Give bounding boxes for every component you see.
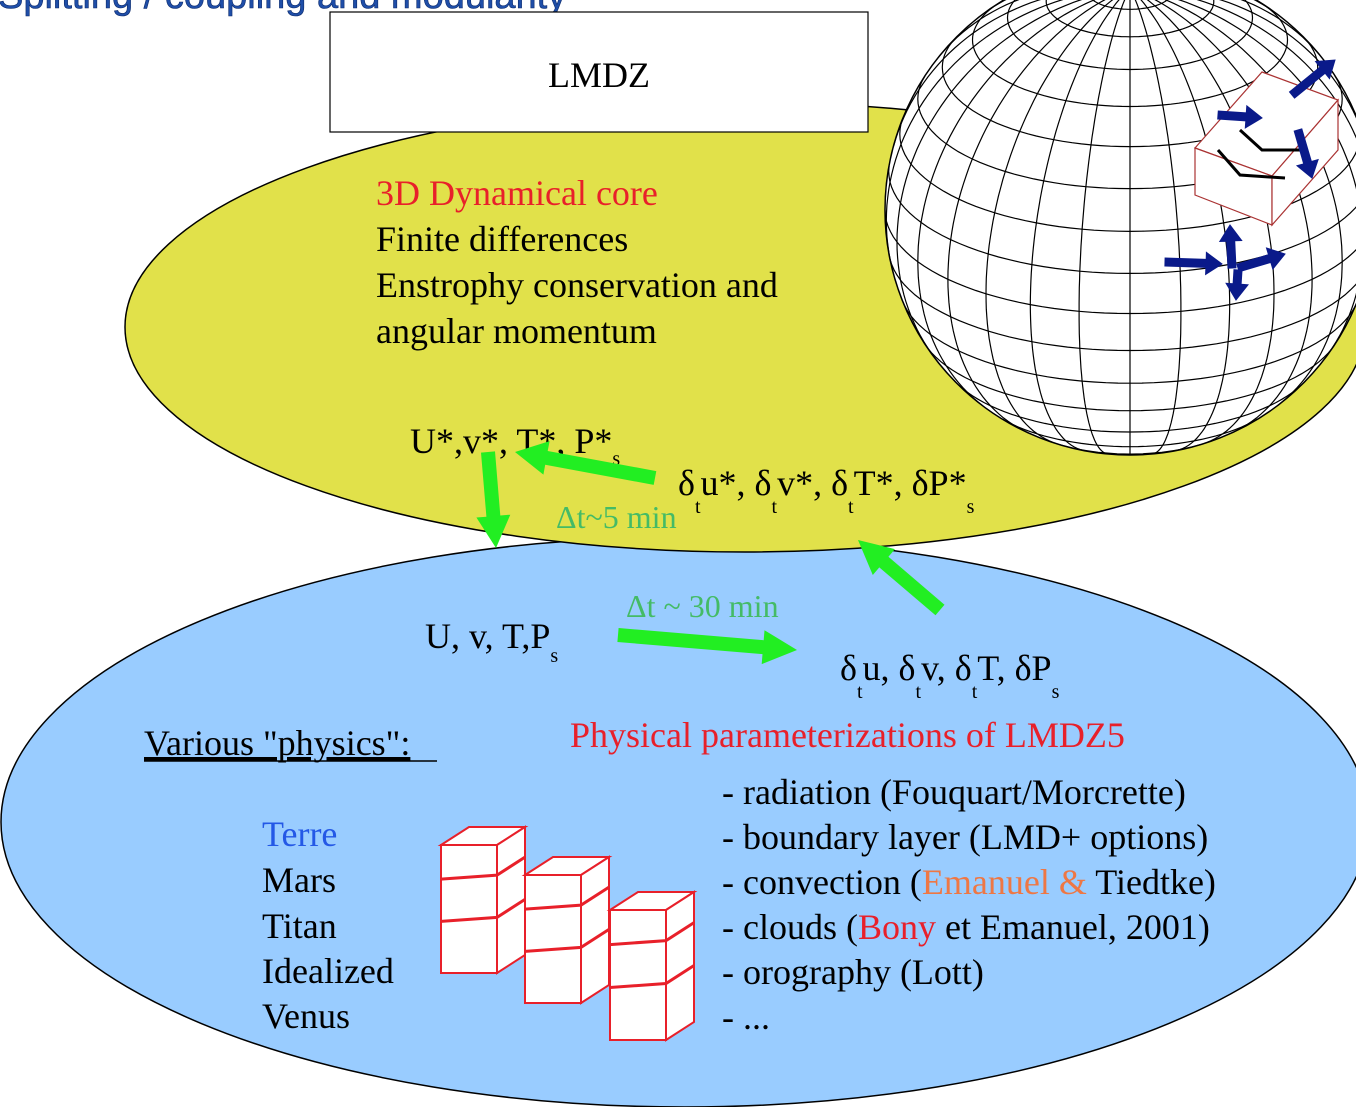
dt-physics: Δt ~ 30 min <box>626 588 779 624</box>
param-boundary-layer: - boundary layer (LMD+ options) <box>722 817 1208 857</box>
param-radiation: - radiation (Fouquart/Morcrette) <box>722 772 1186 812</box>
graticule-line <box>1078 0 1129 455</box>
param-orography: - orography (Lott) <box>722 952 984 992</box>
globe <box>884 0 1356 456</box>
graticule-line <box>1138 0 1356 267</box>
graticule-line <box>1138 0 1324 60</box>
lmdz-label: LMDZ <box>548 55 650 95</box>
param-more: - ... <box>722 997 770 1037</box>
lmdz-box <box>329 11 869 133</box>
physics-columns <box>437 825 698 1042</box>
dynamics-line-3: angular momentum <box>376 311 657 351</box>
dynamics-line-2: Enstrophy conservation and <box>376 265 778 305</box>
planet-titan: Titan <box>262 906 337 946</box>
graticule-line <box>1136 0 1313 431</box>
wind-arrows <box>1164 59 1336 301</box>
coupling-arrows <box>476 441 945 665</box>
graticule-line <box>1137 0 1343 407</box>
wind-arrow <box>1225 269 1249 301</box>
various-physics-label: Various "physics": <box>144 723 410 763</box>
param-heading: Physical parameterizations of LMDZ5 <box>570 715 1125 755</box>
param-convection: - convection (Emanuel & Tiedtke) <box>722 862 1216 902</box>
graticule-line <box>893 0 1122 146</box>
dynamics-heading: 3D Dynamical core <box>376 173 658 213</box>
cell-edges <box>1216 128 1305 180</box>
wind-arrow <box>1164 251 1223 276</box>
graticule-line <box>896 0 1123 356</box>
planet-mars: Mars <box>262 860 336 900</box>
graticule-line <box>1134 0 1275 445</box>
graticule-line <box>985 0 1126 445</box>
vars-phys: U, v, T,Ps <box>425 616 558 667</box>
planet-venus: Venus <box>262 996 350 1036</box>
arrow-star-to-phys <box>476 451 511 548</box>
physics-column <box>606 890 698 1042</box>
graticule-line <box>1138 0 1356 146</box>
wind-arrow <box>1288 59 1336 99</box>
param-clouds: - clouds (Bony et Emanuel, 2001) <box>722 907 1210 947</box>
dynamics-line-1: Finite differences <box>376 219 628 259</box>
physics-column <box>521 855 613 1005</box>
tendency-phys: δtu, δtv, δtT, δPs <box>840 648 1060 703</box>
arrow-phys-step <box>617 628 797 665</box>
arrow-phys-to-dyn <box>858 540 945 616</box>
graticule-line <box>1029 0 1127 452</box>
wind-arrow <box>1236 247 1286 273</box>
physics-column <box>437 825 529 975</box>
graticule-line <box>947 0 1124 431</box>
vars-star: U*,v*, T*, P*s <box>410 421 620 470</box>
planet-idealized: Idealized <box>262 951 394 991</box>
arrow-tendency-to-star <box>515 441 657 485</box>
graticule-line <box>917 0 1123 407</box>
planet-terre: Terre <box>262 814 337 854</box>
tendency-star: δtu*, δtv*, δtT*, δP*s <box>678 463 975 518</box>
wind-arrow <box>1217 104 1263 129</box>
wind-arrow <box>1293 128 1319 179</box>
graticule-line <box>885 0 1122 267</box>
graticule-line <box>936 0 1122 60</box>
dt-dynamics: Δt~5 min <box>556 499 677 535</box>
wind-arrow <box>1218 224 1243 269</box>
